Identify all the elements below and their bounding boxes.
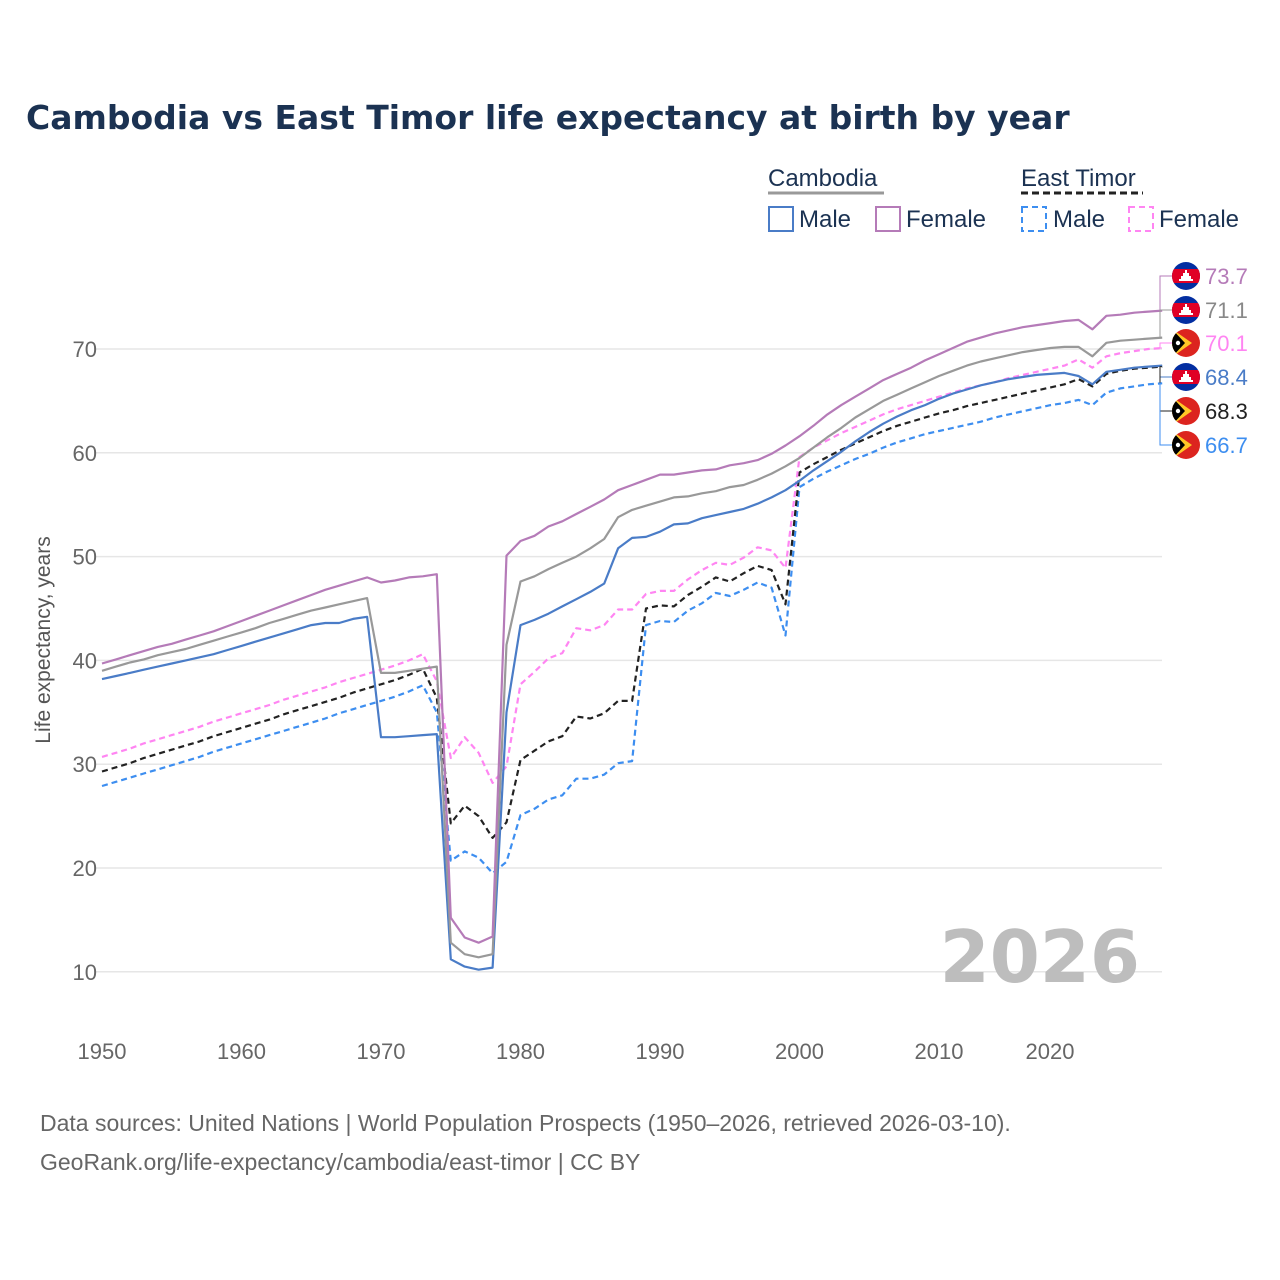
y-tick-label: 60 — [73, 441, 97, 466]
legend-east-timor-male: Male — [1053, 206, 1105, 233]
east-timor-flag-icon — [1172, 329, 1200, 357]
chart-title: Cambodia vs East Timor life expectancy a… — [26, 98, 1070, 137]
end-label-connector — [1159, 382, 1172, 446]
legend-cambodia-female-swatch — [875, 206, 901, 232]
legend: Cambodia Male Female East Timor Male Fem… — [768, 165, 1239, 233]
x-tick-label: 2000 — [775, 1039, 824, 1064]
y-tick-label: 30 — [73, 752, 97, 777]
legend-cambodia-male: Male — [799, 206, 851, 233]
x-tick-label: 2010 — [915, 1039, 964, 1064]
legend-cambodia-male-swatch — [768, 206, 794, 232]
y-tick-label: 40 — [73, 648, 97, 673]
y-axis-label: Life expectancy, years — [32, 536, 55, 743]
legend-east-timor-female: Female — [1159, 206, 1239, 233]
x-tick-label: 2020 — [1026, 1039, 1075, 1064]
end-label-connector — [1159, 366, 1172, 412]
series-line-cambodia-total — [101, 336, 1163, 959]
year-watermark: 2026 — [940, 915, 1140, 999]
legend-cambodia-female: Female — [906, 206, 986, 233]
x-tick-label: 1970 — [357, 1039, 406, 1064]
end-label-connector — [1159, 365, 1172, 378]
series-line-east-timor-total — [101, 365, 1163, 839]
east-timor-flag-icon — [1172, 397, 1200, 425]
cambodia-flag-icon — [1172, 363, 1200, 391]
x-tick-label: 1960 — [217, 1039, 266, 1064]
y-tick-label: 70 — [73, 337, 97, 362]
y-tick-label: 20 — [73, 856, 97, 881]
series-line-cambodia-male — [101, 364, 1163, 971]
legend-east-timor-female-swatch — [1128, 206, 1154, 232]
x-tick-label: 1950 — [78, 1039, 127, 1064]
footer-url[interactable]: GeoRank.org/life-expectancy/cambodia/eas… — [40, 1149, 640, 1175]
end-value-label: 71.1 — [1205, 298, 1248, 323]
end-label-connector — [1159, 342, 1172, 349]
legend-east-timor-heading: East Timor — [1021, 165, 1136, 192]
footer-source: Data sources: United Nations | World Pop… — [40, 1110, 1011, 1136]
end-label-connector — [1159, 275, 1172, 312]
end-value-label: 68.4 — [1205, 365, 1248, 390]
x-tick-label: 1980 — [496, 1039, 545, 1064]
y-tick-label: 50 — [73, 545, 97, 570]
east-timor-flag-icon — [1172, 431, 1200, 459]
end-value-label: 73.7 — [1205, 264, 1248, 289]
end-value-label: 66.7 — [1205, 433, 1248, 458]
legend-east-timor-male-swatch — [1021, 206, 1047, 232]
series-line-cambodia-female — [101, 309, 1163, 944]
end-value-label: 70.1 — [1205, 331, 1248, 356]
y-tick-label: 10 — [73, 960, 97, 985]
x-tick-label: 1990 — [636, 1039, 685, 1064]
series-line-east-timor-male — [101, 382, 1163, 875]
end-label-connector — [1159, 309, 1172, 339]
cambodia-flag-icon — [1172, 262, 1200, 290]
end-value-label: 68.3 — [1205, 399, 1248, 424]
cambodia-flag-icon — [1172, 296, 1200, 324]
legend-cambodia-heading: Cambodia — [768, 165, 878, 192]
series-line-east-timor-female — [101, 346, 1163, 784]
